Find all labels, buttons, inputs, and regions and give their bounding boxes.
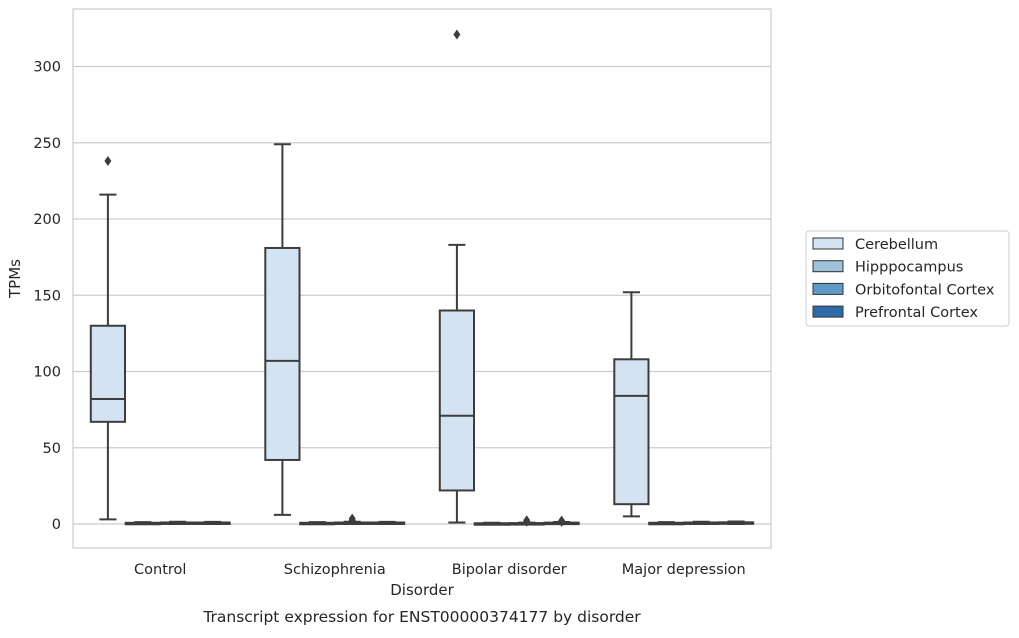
legend-label: Cerebellum [855, 237, 938, 253]
box-body [613, 358, 650, 506]
box-hipppocampus [648, 521, 685, 526]
outlier-point [104, 156, 112, 167]
box-body [89, 324, 127, 423]
box-orbitofontal-cortex [683, 520, 720, 525]
x-tick-label: Major depression [622, 562, 746, 578]
box-prefrontal-cortex [368, 520, 406, 525]
box-series-group [89, 29, 755, 527]
x-tick-label: Bipolar disorder [452, 562, 567, 578]
box-body [264, 246, 301, 461]
legend-label: Orbitofontal Cortex [855, 282, 995, 298]
outlier-point [348, 515, 356, 526]
box-cerebellum [89, 156, 127, 521]
box-prefrontal-cortex [194, 520, 231, 525]
y-gridlines [73, 65, 771, 525]
y-tick-label: 50 [43, 441, 61, 457]
box-hipppocampus [299, 521, 336, 526]
legend-swatch [812, 305, 844, 318]
outlier-point [523, 516, 531, 527]
box-cerebellum [264, 143, 301, 516]
box-body [438, 309, 476, 492]
y-tick-label: 0 [52, 517, 61, 533]
legend-swatch [812, 237, 844, 250]
x-axis-label: Disorder [390, 581, 454, 599]
y-tick-label: 100 [33, 365, 61, 381]
legend-swatch [812, 282, 844, 295]
chart-caption: Transcript expression for ENST0000037417… [202, 608, 641, 626]
box-prefrontal-cortex [543, 515, 580, 527]
y-tick-label: 200 [33, 212, 61, 228]
box-orbitofontal-cortex [159, 520, 196, 525]
legend-label: Hipppocampus [855, 260, 963, 276]
x-tick-labels: Control Schizophrenia Bipolar disorder Majo… [134, 562, 746, 578]
y-tick-labels: 0 50 100 150 200 250 300 [33, 60, 61, 534]
box-prefrontal-cortex [717, 520, 755, 525]
box-orbitofontal-cortex [334, 513, 371, 526]
y-axis-label: TPMs [6, 259, 24, 299]
legend-frame [805, 230, 1010, 327]
y-tick-label: 150 [33, 288, 61, 304]
outlier-point [558, 516, 566, 527]
legend-swatch [812, 260, 844, 273]
box-orbitofontal-cortex [508, 515, 545, 527]
box-cerebellum [613, 291, 650, 518]
x-tick-label: Control [134, 562, 186, 578]
legend: Cerebellum Hipppocampus Orbitofontal Corte… [805, 230, 1010, 327]
y-tick-label: 300 [33, 60, 61, 76]
box-hipppocampus [124, 521, 161, 526]
legend-label: Prefrontal Cortex [855, 305, 978, 321]
plot-area-frame [72, 8, 772, 549]
box-cerebellum [438, 29, 476, 524]
x-tick-label: Schizophrenia [284, 562, 386, 578]
y-tick-label: 250 [33, 136, 61, 152]
outlier-point [453, 29, 461, 40]
box-hipppocampus [473, 521, 510, 526]
